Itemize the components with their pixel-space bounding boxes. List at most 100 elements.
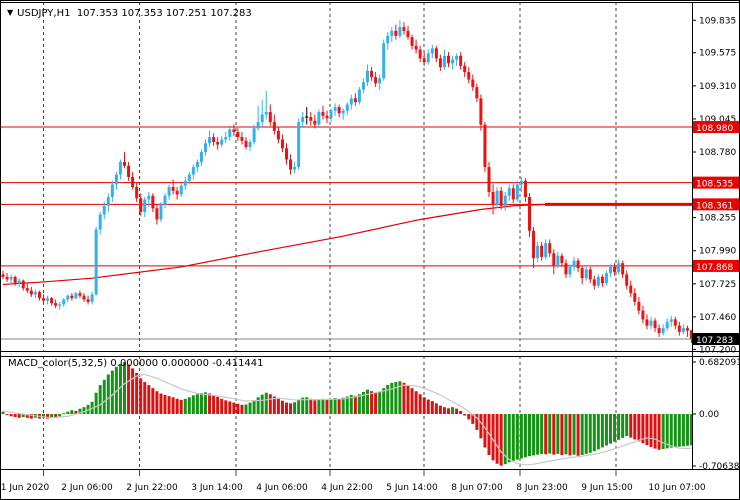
macd-bar [208,393,212,414]
macd-bar [515,414,519,460]
candle-body [426,53,430,63]
macd-bar [106,374,110,414]
macd-histogram [1,362,693,466]
candle-body [353,98,357,103]
macd-bar [596,414,600,450]
candle-body [325,115,329,119]
macd-bar [511,414,515,461]
macd-bar [220,398,224,414]
candle-body [272,122,276,131]
macd-bar [54,414,58,418]
macd-bar [264,392,268,414]
candle-body [236,132,240,138]
macd-bar [9,414,13,417]
candle-body [374,77,378,84]
current-price-badge [693,333,739,345]
macd-bar [479,414,483,439]
macd-bar [50,414,54,418]
macd-bar [297,399,301,414]
candle-body [66,295,70,300]
macd-bar [609,414,612,444]
candle-body [410,37,414,46]
candle-body [33,291,37,295]
candle-body [224,137,228,140]
macd-bar [661,414,665,450]
candle-body [135,186,139,199]
candle-body [661,328,665,334]
grid-lines [43,2,617,476]
candle-body [102,205,106,215]
macd-bar [58,414,62,417]
macd-bar [256,397,260,414]
macd-bar [410,388,414,414]
price-badge-label: 108.361 [696,201,733,211]
macd-bar [268,394,272,414]
candle-body [495,190,499,205]
macd-bar [604,414,608,446]
macd-bar [483,414,487,448]
macd-bar [657,414,661,450]
candle-body [621,263,625,275]
indicator-values: 0.000000 0.000000 -0.411441 [110,358,264,369]
macd-bar [13,414,17,418]
candle-body [418,49,422,59]
macd-bar [163,395,167,414]
candle-body [199,152,203,163]
macd-bar [532,414,536,456]
macd-bar [171,397,175,414]
candle-body [317,112,321,125]
time-tick-label: 4 Jun 22:00 [321,483,373,493]
time-scale[interactable]: 1 Jun 2020 2 Jun 06:00 2 Jun 22:00 3 Jun 14… [1,483,706,493]
macd-bar [293,402,297,414]
candle-body [438,58,442,68]
macd-bar [191,395,195,414]
macd-bar [370,391,374,414]
candle-body [463,65,467,73]
macd-bar [560,414,564,456]
macd-bar [418,394,422,414]
macd-tick-label: -0.706383 [699,462,740,472]
macd-bar [167,396,171,414]
macd-scale[interactable]: 0.682091 0.00 -0.706383 [692,358,740,472]
macd-bar [98,385,102,414]
macd-bar [151,388,155,414]
macd-bar [280,400,284,414]
time-tick-label: 2 Jun 22:00 [126,483,178,493]
candle-body [349,98,353,105]
macd-bar [673,414,677,448]
macd-bar [685,414,689,446]
macd-bar [252,400,256,414]
price-scale[interactable]: 109.835 109.575 109.310 109.045 108.780 108.2… [692,16,736,355]
macd-bar [394,382,398,414]
macd-bar [442,407,446,414]
candle-body [106,196,110,206]
macd-bar [434,403,438,414]
macd-bar [653,414,657,449]
candle-body [491,191,495,205]
candle-body [329,110,333,119]
candle-body [50,298,54,304]
macd-bar [309,398,313,414]
macd-bar [430,401,434,414]
candle-body [394,30,398,36]
macd-bar [475,414,479,430]
candle-body [523,180,527,197]
macd-bar [519,414,523,459]
candle-body [228,129,232,138]
macd-bar [669,414,673,448]
price-badge-label: 108.980 [696,124,733,134]
candle-body [633,293,637,302]
candle-body [337,107,341,114]
candle-body [187,174,191,181]
symbol-dropdown-icon[interactable]: ▼ [7,8,14,17]
candle-body [143,199,147,212]
candle-body [268,112,272,123]
candle-body [572,260,576,267]
price-badge-label: 108.535 [696,180,733,190]
price-badges: 108.980 108.535 108.361 107.868 107.283 [693,121,739,346]
candle-body [588,269,592,280]
candle-body [596,276,600,286]
candle-body [17,280,21,284]
candle-body [613,266,617,272]
